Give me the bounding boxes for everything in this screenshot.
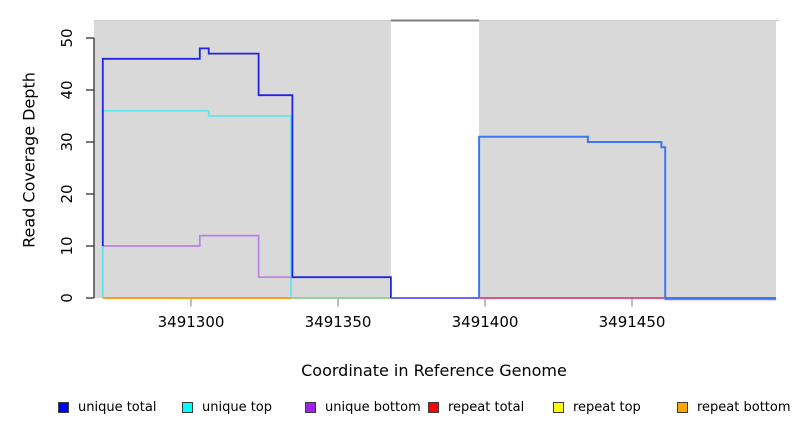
legend-label: repeat top (573, 400, 641, 415)
legend-item-repeat-bottom: repeat bottom (677, 400, 791, 415)
legend-item-repeat-top: repeat top (553, 400, 641, 415)
y-tick-label: 30 (58, 132, 76, 152)
legend: unique total unique top unique bottom re… (0, 400, 792, 420)
y-tick-label: 50 (58, 28, 76, 48)
legend-item-unique-total: unique total (58, 400, 156, 415)
legend-label: repeat total (448, 400, 525, 415)
y-tick-label: 20 (58, 184, 76, 204)
legend-item-unique-top: unique top (182, 400, 272, 415)
legend-item-repeat-total: repeat total (428, 400, 524, 415)
legend-label: unique top (202, 400, 273, 415)
x-tick-label: 3491450 (598, 313, 666, 331)
x-axis-title: Coordinate in Reference Genome (301, 361, 567, 380)
legend-label: unique bottom (325, 400, 421, 415)
legend-item-unique-bottom: unique bottom (305, 400, 421, 415)
x-tick-label: 3491300 (157, 313, 225, 331)
covered-right-panel (479, 21, 776, 298)
unique-total-swatch-icon (58, 402, 69, 413)
x-tick-label: 3491350 (304, 313, 372, 331)
unique-total-left (101, 47, 392, 298)
unique-bottom-line (102, 234, 291, 279)
legend-label: repeat bottom (697, 400, 791, 415)
covered-left-panel (94, 21, 391, 298)
y-axis-title: Read Coverage Depth (19, 72, 39, 248)
y-tick-label: 40 (58, 80, 76, 100)
unique-top-swatch-icon (182, 402, 193, 413)
x-tick-label: 3491400 (451, 313, 519, 331)
unique-total-right (478, 135, 777, 299)
y-tick-label: 10 (58, 236, 76, 256)
repeat-top-swatch-icon (553, 402, 564, 413)
y-tick-label: 0 (58, 293, 76, 303)
legend-label: unique total (78, 400, 157, 415)
repeat-bottom-swatch-icon (677, 402, 688, 413)
unique-bottom-swatch-icon (305, 402, 316, 413)
repeat-total-swatch-icon (428, 402, 439, 413)
